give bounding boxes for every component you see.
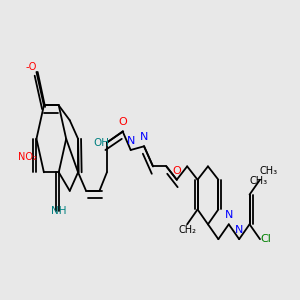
Text: Cl: Cl (260, 234, 271, 244)
Text: O: O (118, 117, 127, 127)
Text: N: N (140, 132, 148, 142)
Text: NO₂: NO₂ (18, 152, 37, 162)
Text: N: N (127, 136, 135, 146)
Text: CH₃: CH₃ (250, 176, 268, 186)
Text: NH: NH (51, 206, 67, 216)
Text: -O: -O (26, 62, 37, 72)
Text: CH₃: CH₃ (260, 166, 278, 176)
Text: N: N (225, 210, 233, 220)
Text: OH: OH (94, 138, 110, 148)
Text: O: O (172, 166, 181, 176)
Text: N: N (235, 225, 243, 235)
Text: CH₂: CH₂ (178, 225, 196, 235)
